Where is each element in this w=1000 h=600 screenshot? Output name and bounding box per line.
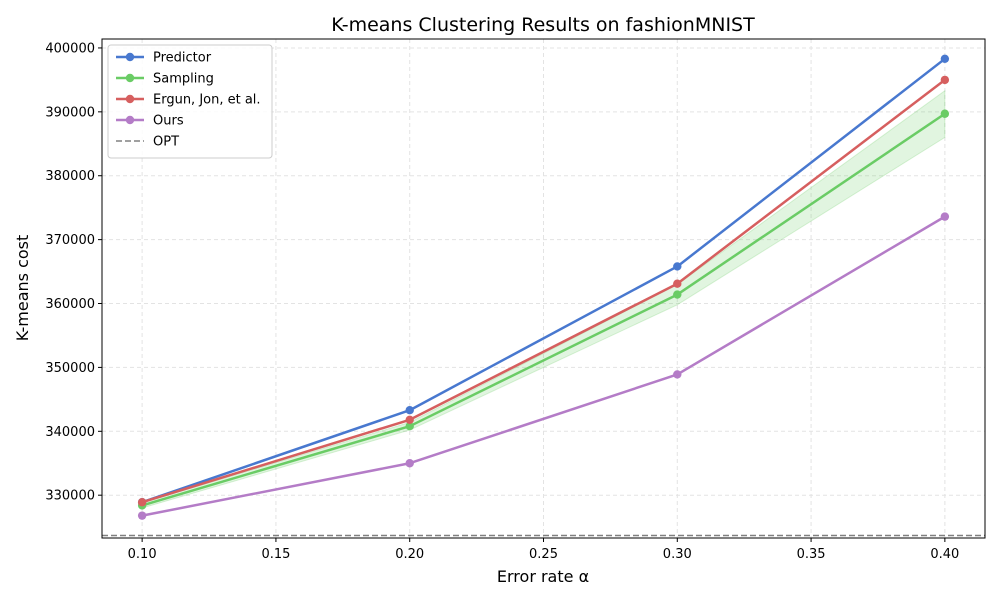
legend-swatch-marker — [125, 73, 135, 83]
y-axis-label: K-means cost — [13, 235, 32, 342]
ergun-jon-et-al-point — [137, 498, 147, 507]
chart-title: K-means Clustering Results on fashionMNI… — [331, 14, 755, 36]
ergun-jon-et-al-point — [940, 75, 950, 85]
legend-label: Ours — [153, 114, 184, 129]
x-tick-label: 0.40 — [930, 547, 959, 562]
legend-box — [107, 44, 273, 159]
x-tick-label: 0.15 — [261, 547, 290, 562]
y-tick-label: 350000 — [45, 361, 95, 376]
sampling-line — [141, 112, 946, 507]
y-tick-label: 380000 — [45, 169, 95, 184]
ours-point — [137, 511, 147, 520]
sampling-point — [940, 109, 950, 118]
ours-point — [940, 212, 950, 221]
legend-swatch-marker — [125, 115, 135, 125]
legend-label: Sampling — [153, 72, 214, 87]
ergun-jon-et-al-point — [673, 279, 682, 288]
ours-point — [405, 459, 414, 468]
predictor-line — [141, 57, 946, 504]
x-tick-label: 0.25 — [529, 547, 558, 562]
legend-swatch-marker — [125, 94, 135, 104]
predictor-point — [940, 54, 950, 64]
x-tick-label: 0.30 — [663, 547, 692, 562]
x-axis-label: Error rate α — [497, 567, 589, 586]
series-ergun-jon-et-al — [137, 75, 950, 507]
ergun-jon-et-al-point — [405, 415, 414, 424]
sampling-point — [405, 421, 414, 431]
legend-label: OPT — [153, 135, 179, 150]
sampling-band — [141, 89, 946, 509]
y-tick-label: 400000 — [45, 41, 95, 56]
y-tick-label: 370000 — [45, 233, 95, 248]
y-tick-label: 390000 — [45, 105, 95, 120]
x-tick-label: 0.35 — [797, 547, 826, 562]
series-ours — [137, 212, 950, 520]
confidence-band — [141, 89, 946, 509]
predictor-point — [405, 406, 414, 415]
ours-line — [141, 215, 946, 517]
y-tick-label: 360000 — [45, 297, 95, 312]
sampling-point — [673, 290, 682, 299]
y-tick-label: 330000 — [45, 489, 95, 504]
legend: Predictor Sampling Ergun, Jon, et al. Ours O… — [107, 44, 273, 159]
x-tick-label: 0.10 — [128, 547, 157, 562]
ergun-jon-et-al-line — [141, 78, 946, 504]
legend-swatch-marker — [125, 52, 135, 62]
series-lines — [137, 54, 950, 520]
x-tick-label: 0.20 — [395, 547, 424, 562]
predictor-point — [673, 262, 682, 271]
legend-label: Ergun, Jon, et al. — [153, 93, 261, 108]
ours-point — [673, 370, 682, 379]
x-axis-ticks: 0.10 0.15 0.20 0.25 0.30 0.35 0.40 — [128, 538, 959, 562]
y-tick-label: 340000 — [45, 425, 95, 440]
y-axis-ticks: 330000 340000 350000 360000 370000 380000 3900… — [45, 41, 102, 504]
legend-label: Predictor — [153, 51, 212, 66]
